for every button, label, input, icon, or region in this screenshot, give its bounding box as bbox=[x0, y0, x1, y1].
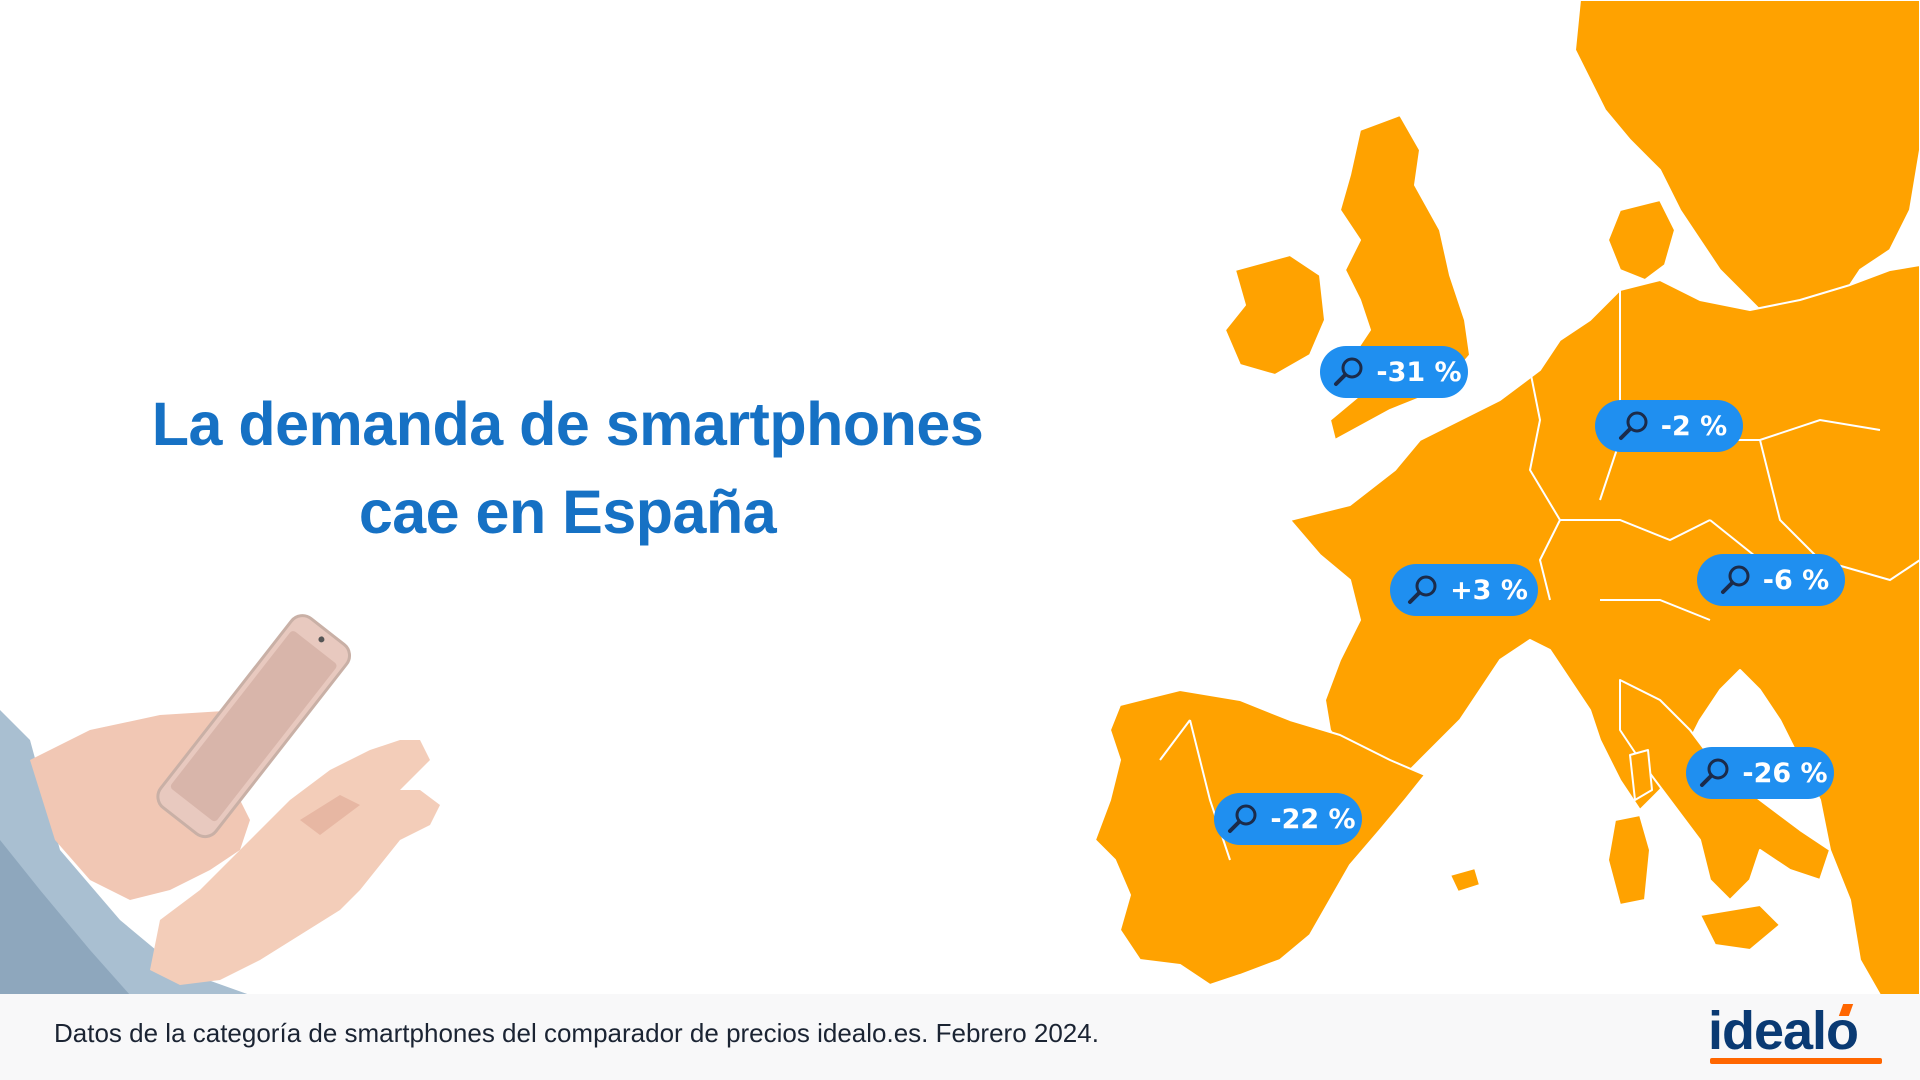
badge-label: -6 % bbox=[1762, 564, 1830, 596]
magnifier-icon bbox=[1408, 575, 1437, 604]
headline-line-1: La demanda de smartphones bbox=[151, 390, 984, 458]
badge-label: +3 % bbox=[1450, 574, 1528, 606]
badge-label: -26 % bbox=[1742, 757, 1828, 789]
logo-wordmark: idealo bbox=[1708, 1001, 1859, 1061]
badge-label: -22 % bbox=[1270, 803, 1356, 835]
sicily-shape bbox=[1699, 904, 1781, 951]
hands-smartphone-illustration bbox=[0, 614, 440, 995]
magnifier-icon bbox=[1720, 565, 1750, 594]
denmark-shape bbox=[1607, 199, 1676, 281]
badge-label: -2 % bbox=[1660, 410, 1728, 442]
magnifier-icon bbox=[1228, 804, 1257, 833]
headline-line-2: cae en España bbox=[358, 478, 777, 546]
source-note: Datos de la categoría de smartphones del… bbox=[54, 1018, 1099, 1048]
magnifier-icon bbox=[1334, 357, 1363, 386]
badge-austria: -6 % bbox=[1697, 554, 1845, 606]
headline: La demanda de smartphones cae en España bbox=[100, 380, 1035, 556]
scandinavia-shape bbox=[1574, 0, 1920, 331]
right-hand-shape bbox=[150, 740, 440, 985]
corsica-shape bbox=[1629, 749, 1653, 801]
badge-alemania: -2 % bbox=[1595, 400, 1743, 452]
badge-reino-unido: -31 % bbox=[1320, 346, 1468, 398]
badge-italia: -26 % bbox=[1686, 747, 1834, 799]
ireland-shape bbox=[1224, 254, 1326, 376]
magnifier-icon bbox=[1700, 758, 1729, 787]
logo-underline bbox=[1710, 1058, 1882, 1064]
sardinia-shape bbox=[1607, 814, 1651, 906]
europe-map bbox=[1094, 0, 1920, 995]
badge-label: -31 % bbox=[1376, 356, 1462, 388]
idealo-logo: idealo bbox=[1708, 1000, 1888, 1070]
badge-francia: +3 % bbox=[1390, 564, 1538, 616]
balearic-shape bbox=[1449, 867, 1481, 893]
badge-espana: -22 % bbox=[1214, 793, 1362, 845]
footer: Datos de la categoría de smartphones del… bbox=[0, 994, 1920, 1080]
magnifier-icon bbox=[1618, 411, 1648, 440]
